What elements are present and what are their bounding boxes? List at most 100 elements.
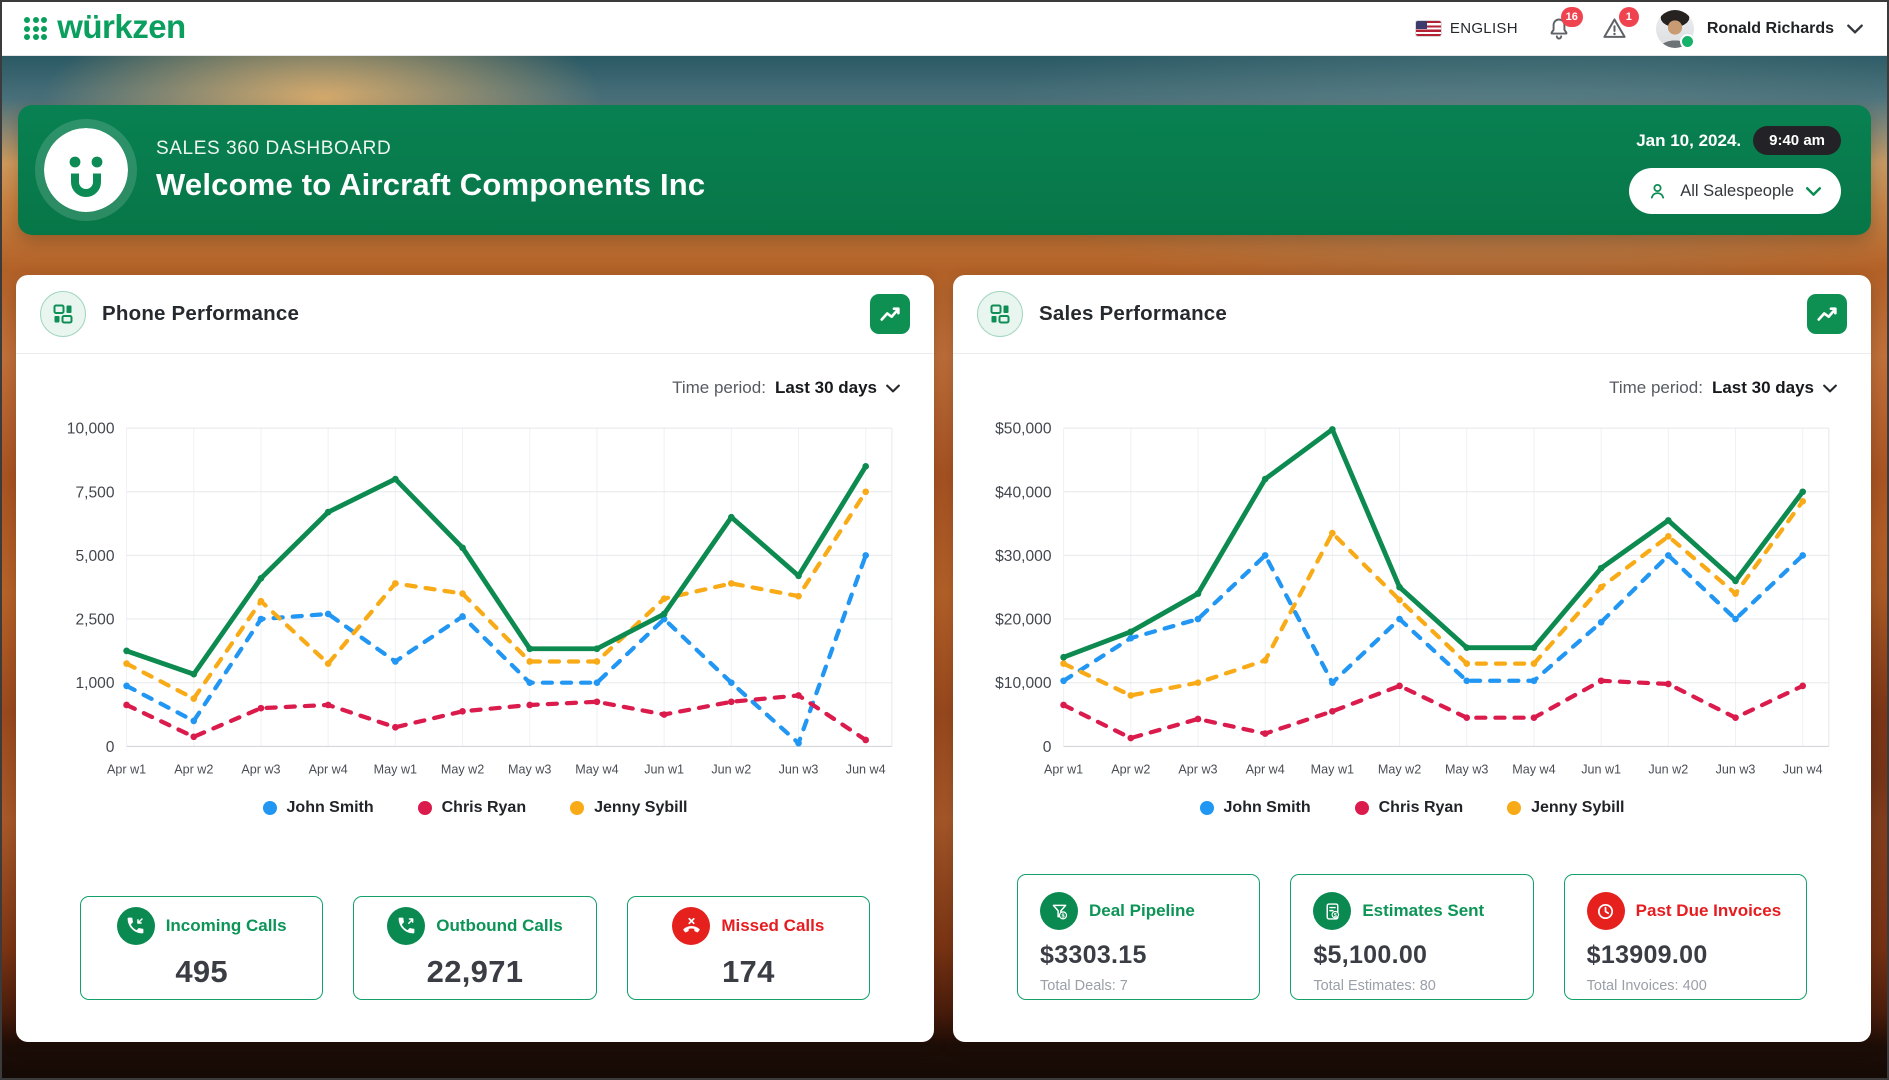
svg-text:$30,000: $30,000 bbox=[995, 548, 1052, 565]
svg-text:Jun w1: Jun w1 bbox=[644, 763, 684, 777]
svg-text:$: $ bbox=[1061, 913, 1065, 919]
time-period-value: Last 30 days bbox=[774, 378, 877, 397]
sales-chart-area: 0 $10,000 $20,000 $30,000 $40,000 $50,000 Apr … bbox=[981, 410, 1843, 791]
svg-text:Jun w1: Jun w1 bbox=[1581, 763, 1621, 777]
banner-controls: Jan 10, 2024. 9:40 am All Salespeople bbox=[1629, 126, 1845, 214]
open-chart-button[interactable] bbox=[870, 294, 910, 334]
open-chart-button[interactable] bbox=[1807, 294, 1847, 334]
sales-performance-line-chart: 0 $10,000 $20,000 $30,000 $40,000 $50,000 Apr … bbox=[995, 421, 1830, 777]
notifications-bell-button[interactable]: 16 bbox=[1544, 6, 1583, 44]
legend-color-dot bbox=[262, 800, 277, 815]
language-selector[interactable]: ENGLISH bbox=[1415, 20, 1518, 37]
welcome-banner: SALES 360 DASHBOARD Welcome to Aircraft … bbox=[18, 105, 1871, 235]
svg-text:Apr w4: Apr w4 bbox=[1246, 763, 1285, 777]
legend-item[interactable]: John Smith bbox=[1199, 798, 1311, 817]
svg-text:Jun w2: Jun w2 bbox=[1648, 763, 1688, 777]
stat-outbound-calls: Outbound Calls 22,971 bbox=[353, 896, 597, 1000]
svg-text:$20,000: $20,000 bbox=[995, 612, 1052, 629]
legend-label: Chris Ryan bbox=[441, 798, 527, 816]
time-period-label: Time period: bbox=[672, 378, 766, 397]
dashboard-grid-icon bbox=[977, 291, 1023, 337]
time-period-label: Time period: bbox=[1609, 378, 1703, 397]
legend-label: Jenny Sybill bbox=[594, 798, 688, 816]
phone-performance-card: Phone Performance Time period: Last 30 d… bbox=[16, 275, 934, 1042]
user-name: Ronald Richards bbox=[1706, 19, 1834, 37]
legend-label: Chris Ryan bbox=[1378, 798, 1464, 816]
logo-dots-grid-icon bbox=[24, 16, 48, 41]
stat-incoming-calls: Incoming Calls 495 bbox=[80, 896, 324, 1000]
stat-value: $3303.15 bbox=[1040, 941, 1147, 969]
phone-missed-icon bbox=[672, 906, 711, 945]
legend-color-dot bbox=[1199, 800, 1214, 815]
chevron-down-icon bbox=[1806, 186, 1821, 196]
svg-text:May w2: May w2 bbox=[1378, 763, 1421, 777]
estimate-calculator-icon: $ bbox=[1313, 892, 1352, 930]
us-flag-icon bbox=[1415, 21, 1441, 36]
wurkzen-logo[interactable]: würkzen bbox=[24, 10, 186, 47]
stat-value: $13909.00 bbox=[1586, 941, 1708, 969]
phone-chart-area: 0 1,000 2,500 5,000 7,500 10,000 Apr w1 Apr w2 A… bbox=[44, 410, 906, 791]
date-time-row: Jan 10, 2024. 9:40 am bbox=[1636, 126, 1841, 155]
svg-text:Apr w2: Apr w2 bbox=[1111, 763, 1150, 777]
legend-item[interactable]: Chris Ryan bbox=[417, 798, 527, 817]
stat-sub-label: Total Estimates: 80 bbox=[1313, 978, 1436, 994]
svg-text:Jun w4: Jun w4 bbox=[1783, 763, 1823, 777]
sales-card-body: Time period: Last 30 days 0 $10,000 $20,00… bbox=[953, 354, 1871, 1042]
salespeople-filter-dropdown[interactable]: All Salespeople bbox=[1629, 168, 1841, 214]
legend-item[interactable]: Chris Ryan bbox=[1354, 798, 1464, 817]
clock-icon bbox=[1586, 892, 1625, 930]
legend-label: John Smith bbox=[1223, 798, 1311, 816]
svg-text:Apr w3: Apr w3 bbox=[241, 763, 280, 777]
time-period-selector[interactable]: Time period: Last 30 days bbox=[44, 378, 900, 398]
svg-text:Jun w3: Jun w3 bbox=[779, 763, 819, 777]
legend-item[interactable]: Jenny Sybill bbox=[570, 799, 687, 817]
user-profile-menu[interactable]: Ronald Richards bbox=[1655, 9, 1863, 49]
sales-performance-card: Sales Performance Time period: Last 30 d… bbox=[953, 275, 1871, 1042]
stat-sub-label: Total Invoices: 400 bbox=[1586, 978, 1707, 994]
wurkzen-smiley-logo-icon bbox=[44, 128, 128, 212]
legend-color-dot bbox=[1354, 800, 1369, 815]
funnel-dollar-icon: $ bbox=[1040, 892, 1078, 930]
legend-item[interactable]: Jenny Sybill bbox=[1507, 799, 1624, 817]
banner-text: SALES 360 DASHBOARD Welcome to Aircraft … bbox=[156, 138, 705, 203]
stat-label: Incoming Calls bbox=[165, 915, 287, 935]
person-icon bbox=[1651, 183, 1665, 198]
svg-text:May w4: May w4 bbox=[1512, 763, 1555, 777]
svg-text:10,000: 10,000 bbox=[67, 421, 115, 438]
stat-value: 174 bbox=[722, 953, 775, 989]
svg-text:May w3: May w3 bbox=[508, 763, 551, 777]
notifications-count-badge: 16 bbox=[1560, 6, 1583, 27]
line-chart-icon bbox=[880, 307, 900, 321]
sales-card-header: Sales Performance bbox=[953, 275, 1871, 354]
svg-text:Jun w2: Jun w2 bbox=[711, 763, 751, 777]
salespeople-filter-value: All Salespeople bbox=[1680, 181, 1794, 200]
legend-color-dot bbox=[417, 800, 432, 815]
stat-estimates-sent: $ Estimates Sent $5,100.00 Total Estimat… bbox=[1290, 874, 1534, 1000]
svg-text:May w3: May w3 bbox=[1445, 763, 1488, 777]
legend-item[interactable]: John Smith bbox=[262, 798, 374, 817]
svg-text:Apr w1: Apr w1 bbox=[107, 763, 146, 777]
stat-value: 495 bbox=[175, 953, 228, 989]
line-chart-icon bbox=[1817, 307, 1837, 321]
svg-text:$50,000: $50,000 bbox=[995, 421, 1052, 438]
legend-label: John Smith bbox=[286, 798, 374, 816]
sales-chart-legend: John Smith Chris Ryan Jenny Sybill bbox=[981, 799, 1843, 817]
stat-label: Missed Calls bbox=[721, 915, 825, 935]
alerts-button[interactable]: 1 bbox=[1600, 6, 1639, 44]
sales-stats-row: $ Deal Pipeline $3303.15 Total Deals: 7 bbox=[1017, 874, 1807, 1000]
chevron-down-icon bbox=[1847, 23, 1863, 34]
phone-card-header: Phone Performance bbox=[16, 275, 934, 354]
chevron-down-icon bbox=[886, 384, 900, 392]
time-period-selector[interactable]: Time period: Last 30 days bbox=[981, 378, 1837, 398]
legend-color-dot bbox=[1507, 800, 1522, 815]
svg-text:1,000: 1,000 bbox=[75, 675, 114, 692]
svg-text:$10,000: $10,000 bbox=[995, 675, 1052, 692]
stat-value: $5,100.00 bbox=[1313, 941, 1428, 969]
svg-text:7,500: 7,500 bbox=[75, 484, 114, 501]
svg-text:Apr w4: Apr w4 bbox=[309, 763, 348, 777]
phone-incoming-icon bbox=[116, 906, 155, 945]
current-time-badge: 9:40 am bbox=[1753, 126, 1841, 155]
dashboard-grid-icon bbox=[40, 291, 86, 337]
svg-text:May w1: May w1 bbox=[1311, 763, 1354, 777]
